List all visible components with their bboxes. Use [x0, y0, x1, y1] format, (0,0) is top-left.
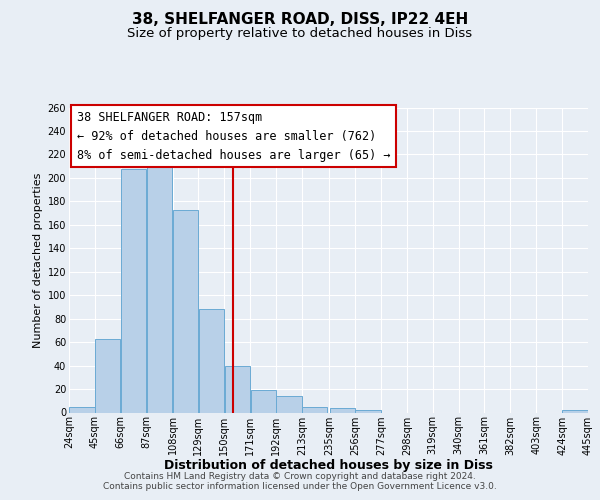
- Bar: [147, 162, 172, 412]
- Text: Size of property relative to detached houses in Diss: Size of property relative to detached ho…: [127, 28, 473, 40]
- Text: 38, SHELFANGER ROAD, DISS, IP22 4EH: 38, SHELFANGER ROAD, DISS, IP22 4EH: [132, 12, 468, 28]
- Bar: [355, 410, 380, 412]
- Bar: [121, 168, 146, 412]
- Text: Contains HM Land Registry data © Crown copyright and database right 2024.: Contains HM Land Registry data © Crown c…: [124, 472, 476, 481]
- Bar: [199, 310, 224, 412]
- Bar: [70, 406, 95, 412]
- Y-axis label: Number of detached properties: Number of detached properties: [34, 172, 43, 348]
- Bar: [95, 338, 121, 412]
- Bar: [251, 390, 276, 412]
- Text: Contains public sector information licensed under the Open Government Licence v3: Contains public sector information licen…: [103, 482, 497, 491]
- Bar: [277, 396, 302, 412]
- Text: 38 SHELFANGER ROAD: 157sqm
← 92% of detached houses are smaller (762)
8% of semi: 38 SHELFANGER ROAD: 157sqm ← 92% of deta…: [77, 110, 390, 162]
- Bar: [225, 366, 250, 412]
- X-axis label: Distribution of detached houses by size in Diss: Distribution of detached houses by size …: [164, 459, 493, 472]
- Bar: [329, 408, 355, 412]
- Bar: [302, 406, 328, 412]
- Bar: [173, 210, 198, 412]
- Bar: [562, 410, 587, 412]
